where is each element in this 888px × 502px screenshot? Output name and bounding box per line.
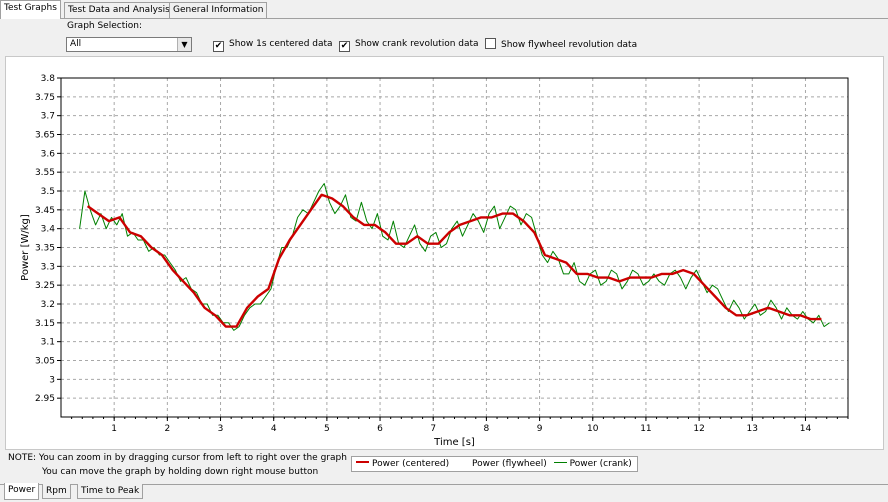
x-tick-label: 10 bbox=[587, 424, 599, 434]
legend-swatch-white bbox=[455, 462, 469, 463]
legend-item-crank: Power (crank) bbox=[553, 457, 632, 471]
series-line-crank bbox=[79, 183, 830, 331]
y-tick-label: 3.8 bbox=[41, 74, 56, 84]
show-flywheel-label: Show flywheel revolution data bbox=[501, 40, 638, 50]
y-tick-label: 3.7 bbox=[41, 112, 55, 122]
y-tick-label: 3.6 bbox=[41, 149, 56, 159]
show-crank-checkbox[interactable]: ✔ Show crank revolution data bbox=[339, 38, 479, 52]
x-tick-label: 1 bbox=[111, 424, 117, 434]
legend-item-centered: Power (centered) bbox=[356, 457, 449, 471]
x-tick-label: 3 bbox=[218, 424, 224, 434]
y-tick-label: 3.2 bbox=[41, 300, 55, 310]
checkbox-unchecked-icon[interactable] bbox=[485, 38, 496, 49]
y-tick-label: 3 bbox=[49, 375, 55, 385]
show-centered-label: Show 1s centered data bbox=[229, 39, 333, 49]
legend-item-flywheel: Power (flywheel) bbox=[455, 457, 547, 471]
graph-selection-value: All bbox=[70, 39, 82, 49]
y-tick-label: 3.55 bbox=[35, 168, 55, 178]
y-tick-label: 3.1 bbox=[41, 338, 55, 348]
y-tick-label: 3.35 bbox=[35, 244, 55, 254]
tab-rpm[interactable]: Rpm bbox=[42, 484, 71, 499]
graph-selection-dropdown[interactable]: All ▼ bbox=[66, 37, 192, 52]
show-flywheel-checkbox[interactable]: Show flywheel revolution data bbox=[485, 38, 637, 51]
x-tick-label: 9 bbox=[537, 424, 543, 434]
checkbox-checked-icon[interactable]: ✔ bbox=[213, 41, 224, 52]
legend-swatch-red bbox=[356, 461, 369, 463]
y-tick-label: 3.4 bbox=[41, 225, 56, 235]
y-tick-label: 3.15 bbox=[35, 319, 55, 329]
tab-test-data-and-analysis[interactable]: Test Data and Analysis bbox=[64, 2, 174, 18]
power-chart[interactable]: 2.95 3 3.05 3.1 3.15 3.2 3.25 3.3 3.35 3.4 3.45 3.5… bbox=[6, 57, 883, 449]
legend-label-flywheel: Power (flywheel) bbox=[471, 459, 547, 469]
y-axis-label: Power [W/kg] bbox=[20, 214, 31, 281]
tab-power[interactable]: Power bbox=[4, 483, 40, 500]
x-tick-label: 2 bbox=[164, 424, 170, 434]
y-tick-label: 3.05 bbox=[35, 357, 55, 367]
tab-test-graphs[interactable]: Test Graphs bbox=[0, 0, 61, 19]
x-tick-label: 13 bbox=[747, 424, 758, 434]
power-chart-panel[interactable]: 2.95 3 3.05 3.1 3.15 3.2 3.25 3.3 3.35 3.4 3.45 3.5… bbox=[5, 56, 884, 450]
x-axis-label: Time [s] bbox=[433, 437, 475, 448]
chart-legend: Power (centered) Power (flywheel) Power … bbox=[351, 456, 638, 472]
checkbox-checked-icon[interactable]: ✔ bbox=[339, 41, 350, 52]
legend-label-centered: Power (centered) bbox=[372, 459, 450, 469]
legend-swatch-green bbox=[553, 462, 567, 463]
note-line-2: You can move the graph by holding down r… bbox=[42, 467, 319, 477]
show-crank-label: Show crank revolution data bbox=[355, 39, 479, 49]
chevron-down-icon[interactable]: ▼ bbox=[177, 38, 191, 51]
tab-general-information[interactable]: General Information bbox=[169, 2, 268, 18]
y-tick-label: 3.3 bbox=[41, 262, 55, 272]
y-tick-label: 3.5 bbox=[41, 187, 55, 197]
y-tick-label: 3.65 bbox=[35, 131, 55, 141]
top-tab-bar: Test Graphs Test Data and Analysis Gener… bbox=[0, 0, 888, 19]
y-tick-label: 3.45 bbox=[35, 206, 55, 216]
x-tick-label: 7 bbox=[430, 424, 436, 434]
x-tick-label: 11 bbox=[640, 424, 651, 434]
x-tick-label: 5 bbox=[324, 424, 330, 434]
y-tick-label: 3.25 bbox=[35, 281, 55, 291]
graph-selection-label: Graph Selection: bbox=[67, 21, 142, 31]
x-tick-label: 8 bbox=[484, 424, 490, 434]
x-tick-label: 6 bbox=[377, 424, 383, 434]
bottom-tab-divider bbox=[0, 484, 888, 485]
zoom-note: NOTE: You can zoom in by dragging cursor… bbox=[8, 451, 347, 479]
x-tick-label: 12 bbox=[693, 424, 704, 434]
plot-border bbox=[60, 77, 849, 418]
series-line-centered bbox=[86, 193, 822, 328]
legend-label-crank: Power (crank) bbox=[569, 459, 632, 469]
tab-time-to-peak[interactable]: Time to Peak bbox=[77, 484, 144, 499]
tab-divider bbox=[0, 18, 888, 19]
x-tick-label: 4 bbox=[271, 424, 277, 434]
x-tick-label: 14 bbox=[800, 424, 812, 434]
y-tick-label: 3.75 bbox=[35, 93, 55, 103]
y-tick-label: 2.95 bbox=[35, 394, 55, 404]
note-line-1: NOTE: You can zoom in by dragging cursor… bbox=[8, 453, 347, 463]
show-centered-checkbox[interactable]: ✔ Show 1s centered data bbox=[213, 38, 333, 52]
